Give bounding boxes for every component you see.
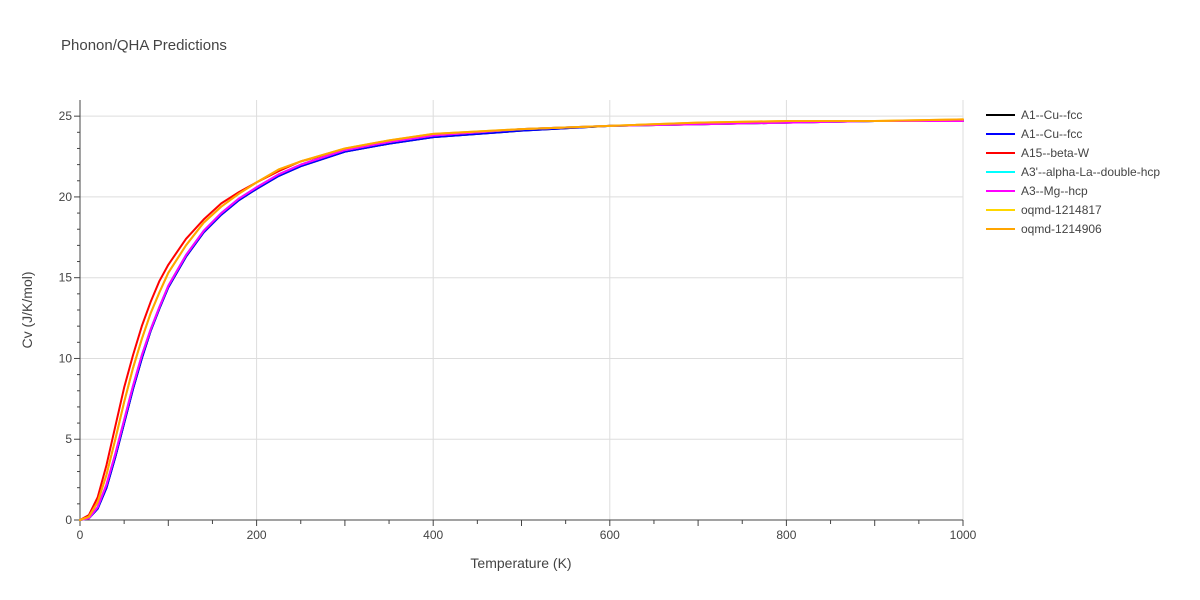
x-tick-label: 1000 [950, 528, 977, 542]
series-line-6[interactable] [79, 118, 964, 521]
y-tick-label: 20 [59, 190, 73, 204]
legend-label: A15--beta-W [1021, 146, 1090, 160]
axes: 0 200 400 600 800 1000 0 5 10 15 20 25 [59, 100, 977, 542]
x-tick-label: 400 [423, 528, 443, 542]
x-tick-label: 600 [600, 528, 620, 542]
legend-label: A3--Mg--hcp [1021, 184, 1088, 198]
legend-item[interactable]: oqmd-1214906 [986, 222, 1102, 236]
legend-item[interactable]: A1--Cu--fcc [986, 127, 1082, 141]
legend-item[interactable]: A15--beta-W [986, 146, 1090, 160]
chart-title: Phonon/QHA Predictions [61, 37, 227, 54]
legend-label: A3'--alpha-La--double-hcp [1021, 165, 1160, 179]
legend-label: oqmd-1214906 [1021, 222, 1102, 236]
legend-item[interactable]: oqmd-1214817 [986, 203, 1102, 217]
y-tick-label: 25 [59, 109, 73, 123]
x-tick-label: 200 [247, 528, 267, 542]
legend-label: A1--Cu--fcc [1021, 108, 1082, 122]
y-tick-label: 10 [59, 351, 73, 365]
legend-item[interactable]: A3--Mg--hcp [986, 184, 1088, 198]
y-axis-title: Cv (J/K/mol) [19, 272, 35, 349]
legend-label: A1--Cu--fcc [1021, 127, 1082, 141]
legend-label: oqmd-1214817 [1021, 203, 1102, 217]
y-tick-label: 0 [65, 513, 72, 527]
y-tick-label: 5 [65, 432, 72, 446]
x-tick-label: 800 [776, 528, 796, 542]
x-tick-label: 0 [77, 528, 84, 542]
y-tick-label: 15 [59, 271, 73, 285]
legend-item[interactable]: A1--Cu--fcc [986, 108, 1082, 122]
legend-item[interactable]: A3'--alpha-La--double-hcp [986, 165, 1160, 179]
plot-area[interactable] [79, 118, 964, 521]
legend[interactable]: A1--Cu--fcc A1--Cu--fcc A15--beta-W A3'--al… [986, 108, 1160, 236]
x-axis-title: Temperature (K) [470, 555, 571, 571]
gridlines [80, 100, 964, 520]
